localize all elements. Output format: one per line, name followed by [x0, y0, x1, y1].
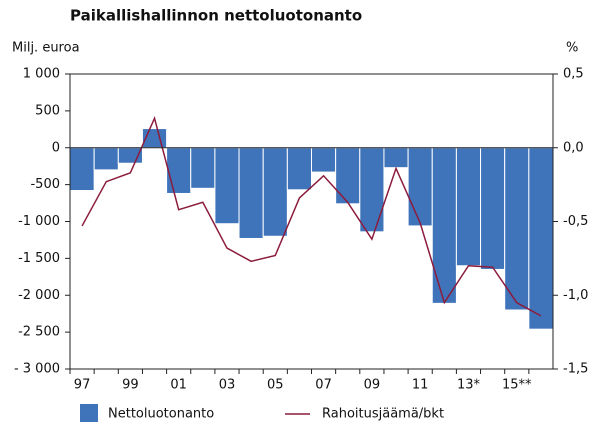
x-tick-label: 13* [457, 378, 481, 393]
y2-tick-label: -1,0 [563, 288, 588, 303]
bar [190, 147, 216, 189]
bar [455, 147, 482, 267]
y-tick-label: -1 500 [18, 251, 60, 266]
bar [431, 147, 457, 304]
legend-label: Rahoitusjäämä/bkt [322, 407, 444, 422]
y2-tick-label: 0,0 [563, 140, 584, 155]
bar [528, 147, 554, 330]
bar [480, 147, 506, 270]
x-tick-label: 97 [74, 378, 91, 393]
bar [335, 147, 361, 205]
x-tick-label: 99 [122, 378, 139, 393]
y-axis-label: Milj. euroa [12, 41, 80, 56]
bar [166, 147, 192, 194]
y2-tick-label: -0,5 [563, 214, 588, 229]
y-tick-label: -500 [30, 177, 60, 192]
y-tick-label: 0 [52, 140, 60, 155]
x-tick-label: 05 [267, 378, 284, 393]
x-tick-label: 15** [502, 378, 532, 393]
x-tick-label: 01 [170, 378, 187, 393]
bar [359, 147, 385, 233]
bar [504, 147, 530, 311]
x-tick-label: 07 [315, 378, 332, 393]
line [81, 115, 542, 317]
bar [286, 147, 313, 191]
bar [214, 147, 240, 225]
y2-tick-label: 0,5 [563, 67, 584, 82]
y-tick-label: - 3 000 [14, 362, 60, 377]
x-tick-label: 03 [219, 378, 236, 393]
y-tick-label: 500 [35, 103, 60, 118]
bar [262, 147, 288, 237]
legend-label: Nettoluotonanto [108, 407, 214, 422]
x-tick-label: 11 [412, 378, 429, 393]
bar [407, 147, 433, 227]
bar [69, 147, 95, 192]
bar [383, 147, 409, 169]
y-tick-label: -2 000 [18, 288, 60, 303]
legend-swatch [80, 404, 98, 422]
y-tick-label: 1 000 [23, 67, 60, 82]
x-tick-label: 09 [364, 378, 381, 393]
y2-tick-label: -1,5 [563, 362, 588, 377]
y-tick-label: -2 500 [18, 325, 60, 340]
bar [311, 147, 337, 173]
y-tick-label: -1 000 [18, 214, 60, 229]
bar [238, 147, 264, 239]
bar [93, 147, 119, 171]
y2-axis-label: % [566, 41, 578, 56]
chart-title: Paikallishallinnon nettoluotonanto [70, 7, 362, 25]
